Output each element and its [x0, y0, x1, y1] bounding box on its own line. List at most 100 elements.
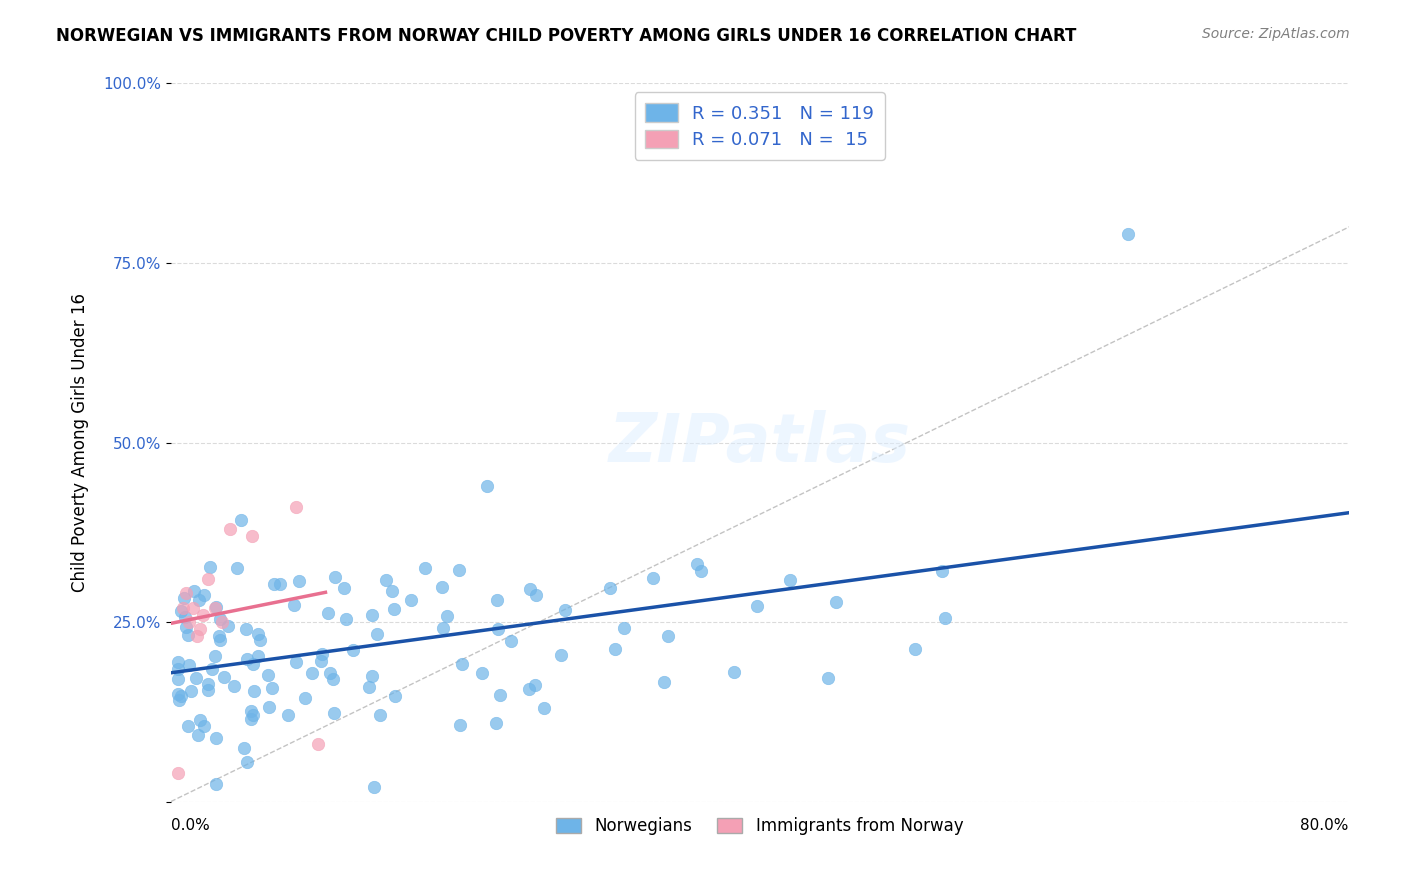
Point [415, 561, 437, 575]
Point [246, 627, 269, 641]
Point [246, 648, 269, 663]
Point [170, 689, 193, 703]
Point [167, 672, 190, 686]
Point [188, 713, 211, 727]
Point [188, 593, 211, 607]
Point [599, 581, 621, 595]
Point [249, 632, 271, 647]
Point [186, 629, 208, 643]
Point [224, 679, 246, 693]
Point [524, 588, 547, 602]
Point [205, 599, 228, 614]
Point [193, 607, 215, 622]
Point [212, 670, 235, 684]
Point [235, 622, 257, 636]
Point [368, 707, 391, 722]
Point [323, 706, 346, 720]
Point [180, 684, 202, 698]
Text: 0.0%: 0.0% [172, 818, 209, 833]
Point [277, 707, 299, 722]
Point [657, 629, 679, 643]
Point [283, 598, 305, 612]
Point [486, 623, 509, 637]
Point [399, 593, 422, 607]
Point [173, 591, 195, 605]
Point [188, 622, 211, 636]
Point [723, 665, 745, 679]
Point [257, 699, 280, 714]
Point [384, 689, 406, 703]
Point [197, 683, 219, 698]
Point [242, 707, 264, 722]
Point [824, 594, 846, 608]
Point [309, 654, 332, 668]
Point [436, 609, 458, 624]
Point [208, 612, 231, 626]
Point [335, 612, 357, 626]
Point [236, 755, 259, 769]
Point [193, 588, 215, 602]
Text: Source: ZipAtlas.com: Source: ZipAtlas.com [1202, 27, 1350, 41]
Point [260, 681, 283, 695]
Point [177, 658, 200, 673]
Point [517, 682, 540, 697]
Point [205, 731, 228, 746]
Point [187, 728, 209, 742]
Point [240, 704, 263, 718]
Point [288, 574, 311, 588]
Point [533, 701, 555, 715]
Point [197, 572, 219, 586]
Point [201, 662, 224, 676]
Point [236, 652, 259, 666]
Point [485, 593, 508, 607]
Point [232, 741, 254, 756]
Point [361, 608, 384, 623]
Point [204, 648, 226, 663]
Point [294, 690, 316, 705]
Point [382, 602, 405, 616]
Point [449, 717, 471, 731]
Point [934, 611, 956, 625]
Point [177, 718, 200, 732]
Point [690, 564, 713, 578]
Y-axis label: Child Poverty Among Girls Under 16: Child Poverty Among Girls Under 16 [72, 293, 89, 592]
Point [1116, 227, 1139, 242]
Point [229, 513, 252, 527]
Point [167, 693, 190, 707]
Point [652, 675, 675, 690]
Point [322, 672, 344, 686]
Point [172, 600, 194, 615]
Point [284, 655, 307, 669]
Point [450, 657, 472, 671]
Point [489, 688, 512, 702]
Point [613, 621, 636, 635]
Point [177, 615, 200, 629]
Point [269, 577, 291, 591]
Point [211, 615, 233, 629]
Point [181, 600, 204, 615]
Point [381, 584, 404, 599]
Point [240, 712, 263, 726]
Point [554, 603, 576, 617]
Point [167, 655, 190, 669]
Point [198, 560, 221, 574]
Point [285, 500, 308, 515]
Point [193, 719, 215, 733]
Point [359, 680, 381, 694]
Point [311, 647, 333, 661]
Point [242, 657, 264, 672]
Point [177, 628, 200, 642]
Point [332, 581, 354, 595]
Point [432, 621, 454, 635]
Point [323, 569, 346, 583]
Point [218, 522, 240, 536]
Point [167, 765, 190, 780]
Point [449, 563, 471, 577]
Point [183, 583, 205, 598]
Point [904, 641, 927, 656]
Point [342, 643, 364, 657]
Point [243, 683, 266, 698]
Point [204, 777, 226, 791]
Point [747, 599, 769, 613]
Point [184, 671, 207, 685]
